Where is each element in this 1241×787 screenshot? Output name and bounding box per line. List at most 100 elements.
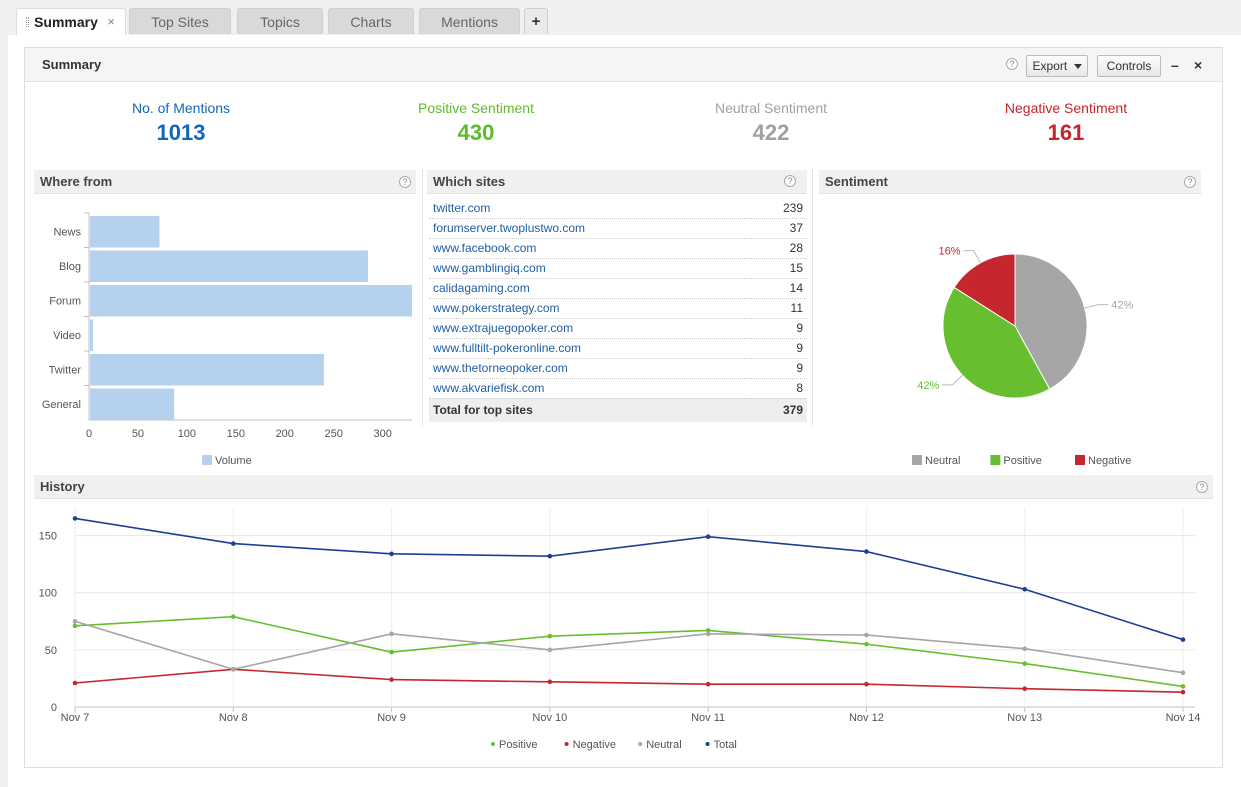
- site-count: 15: [750, 258, 807, 279]
- legend-swatch[interactable]: [912, 455, 922, 465]
- controls-button[interactable]: Controls: [1097, 55, 1161, 77]
- pie-slice[interactable]: [942, 286, 1051, 399]
- table-row: www.gamblingiq.com 15: [429, 258, 807, 279]
- bar[interactable]: [90, 354, 324, 386]
- data-point[interactable]: [864, 681, 869, 687]
- x-tick-label: 0: [86, 428, 92, 440]
- series-line[interactable]: [74, 517, 1184, 641]
- data-point[interactable]: [547, 679, 553, 685]
- help-icon[interactable]: ?: [1196, 481, 1208, 493]
- bar[interactable]: [90, 319, 93, 352]
- tab-mentions[interactable]: Mentions: [419, 8, 520, 34]
- legend-marker[interactable]: [564, 742, 569, 746]
- data-point[interactable]: [1180, 684, 1186, 689]
- help-icon[interactable]: ?: [1006, 58, 1018, 70]
- data-point[interactable]: [705, 628, 711, 633]
- which-sites-header: Which sites ?: [427, 170, 807, 194]
- legend-label[interactable]: Negative: [573, 739, 616, 751]
- data-point[interactable]: [389, 649, 394, 655]
- data-point[interactable]: [389, 551, 394, 557]
- site-link[interactable]: calidagaming.com: [433, 281, 530, 295]
- table-row: forumserver.twoplustwo.com 37: [429, 218, 807, 239]
- bar[interactable]: [90, 216, 160, 248]
- data-point[interactable]: [705, 534, 711, 540]
- series-line[interactable]: [74, 668, 1184, 693]
- data-point[interactable]: [72, 516, 78, 521]
- data-point[interactable]: [389, 677, 394, 682]
- legend-marker[interactable]: [638, 742, 643, 746]
- close-icon[interactable]: ×: [1194, 57, 1203, 73]
- legend-label[interactable]: Negative: [1088, 455, 1131, 467]
- data-point[interactable]: [547, 553, 553, 559]
- data-point[interactable]: [230, 666, 236, 672]
- help-icon[interactable]: ?: [399, 176, 411, 188]
- help-icon[interactable]: ?: [784, 175, 796, 187]
- legend-marker[interactable]: [491, 742, 495, 746]
- legend-label[interactable]: Neutral: [646, 739, 681, 751]
- legend-label[interactable]: Volume: [215, 455, 252, 467]
- stat-value: 430: [457, 120, 495, 145]
- data-point[interactable]: [1022, 646, 1028, 652]
- tab-bar: Summary × Top Sites Topics Charts Mentio…: [0, 0, 1241, 36]
- site-cell: www.pokerstrategy.com: [429, 298, 751, 319]
- data-point[interactable]: [72, 680, 78, 686]
- tab-charts[interactable]: Charts: [328, 8, 414, 34]
- series-line[interactable]: [74, 615, 1184, 688]
- data-point[interactable]: [1180, 670, 1186, 676]
- data-point[interactable]: [705, 681, 711, 687]
- site-link[interactable]: www.fulltilt-pokeronline.com: [433, 341, 582, 355]
- x-tick-label: Nov 10: [532, 712, 567, 724]
- series-line[interactable]: [74, 620, 1184, 674]
- minimize-icon[interactable]: –: [1171, 57, 1179, 73]
- bar[interactable]: [90, 250, 368, 283]
- site-link[interactable]: www.thetorneopoker.com: [433, 361, 568, 375]
- data-point[interactable]: [1022, 586, 1028, 592]
- tab-summary[interactable]: Summary ×: [16, 8, 126, 36]
- legend-swatch[interactable]: [990, 455, 1001, 465]
- legend-swatch[interactable]: [202, 455, 212, 465]
- legend-swatch[interactable]: [1075, 455, 1085, 465]
- site-link[interactable]: www.pokerstrategy.com: [433, 301, 560, 315]
- data-point[interactable]: [1022, 661, 1028, 666]
- bar[interactable]: [90, 285, 412, 317]
- data-point[interactable]: [1022, 686, 1028, 692]
- data-point[interactable]: [230, 614, 236, 620]
- drag-grip-icon[interactable]: [26, 17, 29, 27]
- data-point[interactable]: [72, 623, 78, 629]
- tab-top-sites[interactable]: Top Sites: [129, 8, 231, 34]
- site-link[interactable]: twitter.com: [433, 200, 491, 215]
- data-point[interactable]: [389, 631, 394, 637]
- legend-label[interactable]: Positive: [499, 739, 538, 751]
- data-point[interactable]: [547, 633, 553, 639]
- tab-label: Charts: [350, 14, 392, 30]
- legend-label[interactable]: Positive: [1003, 455, 1042, 467]
- tab-close-icon[interactable]: ×: [107, 14, 115, 29]
- help-icon[interactable]: ?: [1184, 176, 1196, 188]
- pie-slice[interactable]: [1014, 253, 1088, 390]
- data-point[interactable]: [705, 631, 711, 637]
- data-point[interactable]: [864, 641, 869, 647]
- data-point[interactable]: [1180, 637, 1186, 642]
- site-link[interactable]: www.gamblingiq.com: [433, 261, 546, 275]
- site-link[interactable]: www.extrajuegopoker.com: [433, 321, 574, 335]
- data-point[interactable]: [864, 632, 869, 638]
- legend-label[interactable]: Total: [714, 739, 737, 751]
- x-tick-label: Nov 7: [61, 712, 90, 724]
- tab-topics[interactable]: Topics: [237, 8, 323, 34]
- x-tick-label: 250: [325, 428, 343, 440]
- data-point[interactable]: [864, 549, 869, 554]
- pie-slice[interactable]: [953, 253, 1016, 327]
- site-link[interactable]: www.akvariefisk.com: [433, 381, 545, 395]
- data-point[interactable]: [230, 541, 236, 546]
- legend-marker[interactable]: [705, 742, 710, 746]
- legend-label[interactable]: Neutral: [925, 455, 960, 467]
- data-point[interactable]: [72, 618, 78, 624]
- export-button[interactable]: Export: [1026, 55, 1088, 77]
- site-link[interactable]: forumserver.twoplustwo.com: [433, 221, 586, 235]
- bar[interactable]: [90, 388, 175, 421]
- data-point[interactable]: [547, 647, 553, 653]
- add-tab-button[interactable]: +: [524, 8, 548, 34]
- data-point[interactable]: [1180, 689, 1186, 695]
- site-link[interactable]: www.facebook.com: [433, 241, 537, 255]
- y-tick-label: 100: [39, 588, 57, 600]
